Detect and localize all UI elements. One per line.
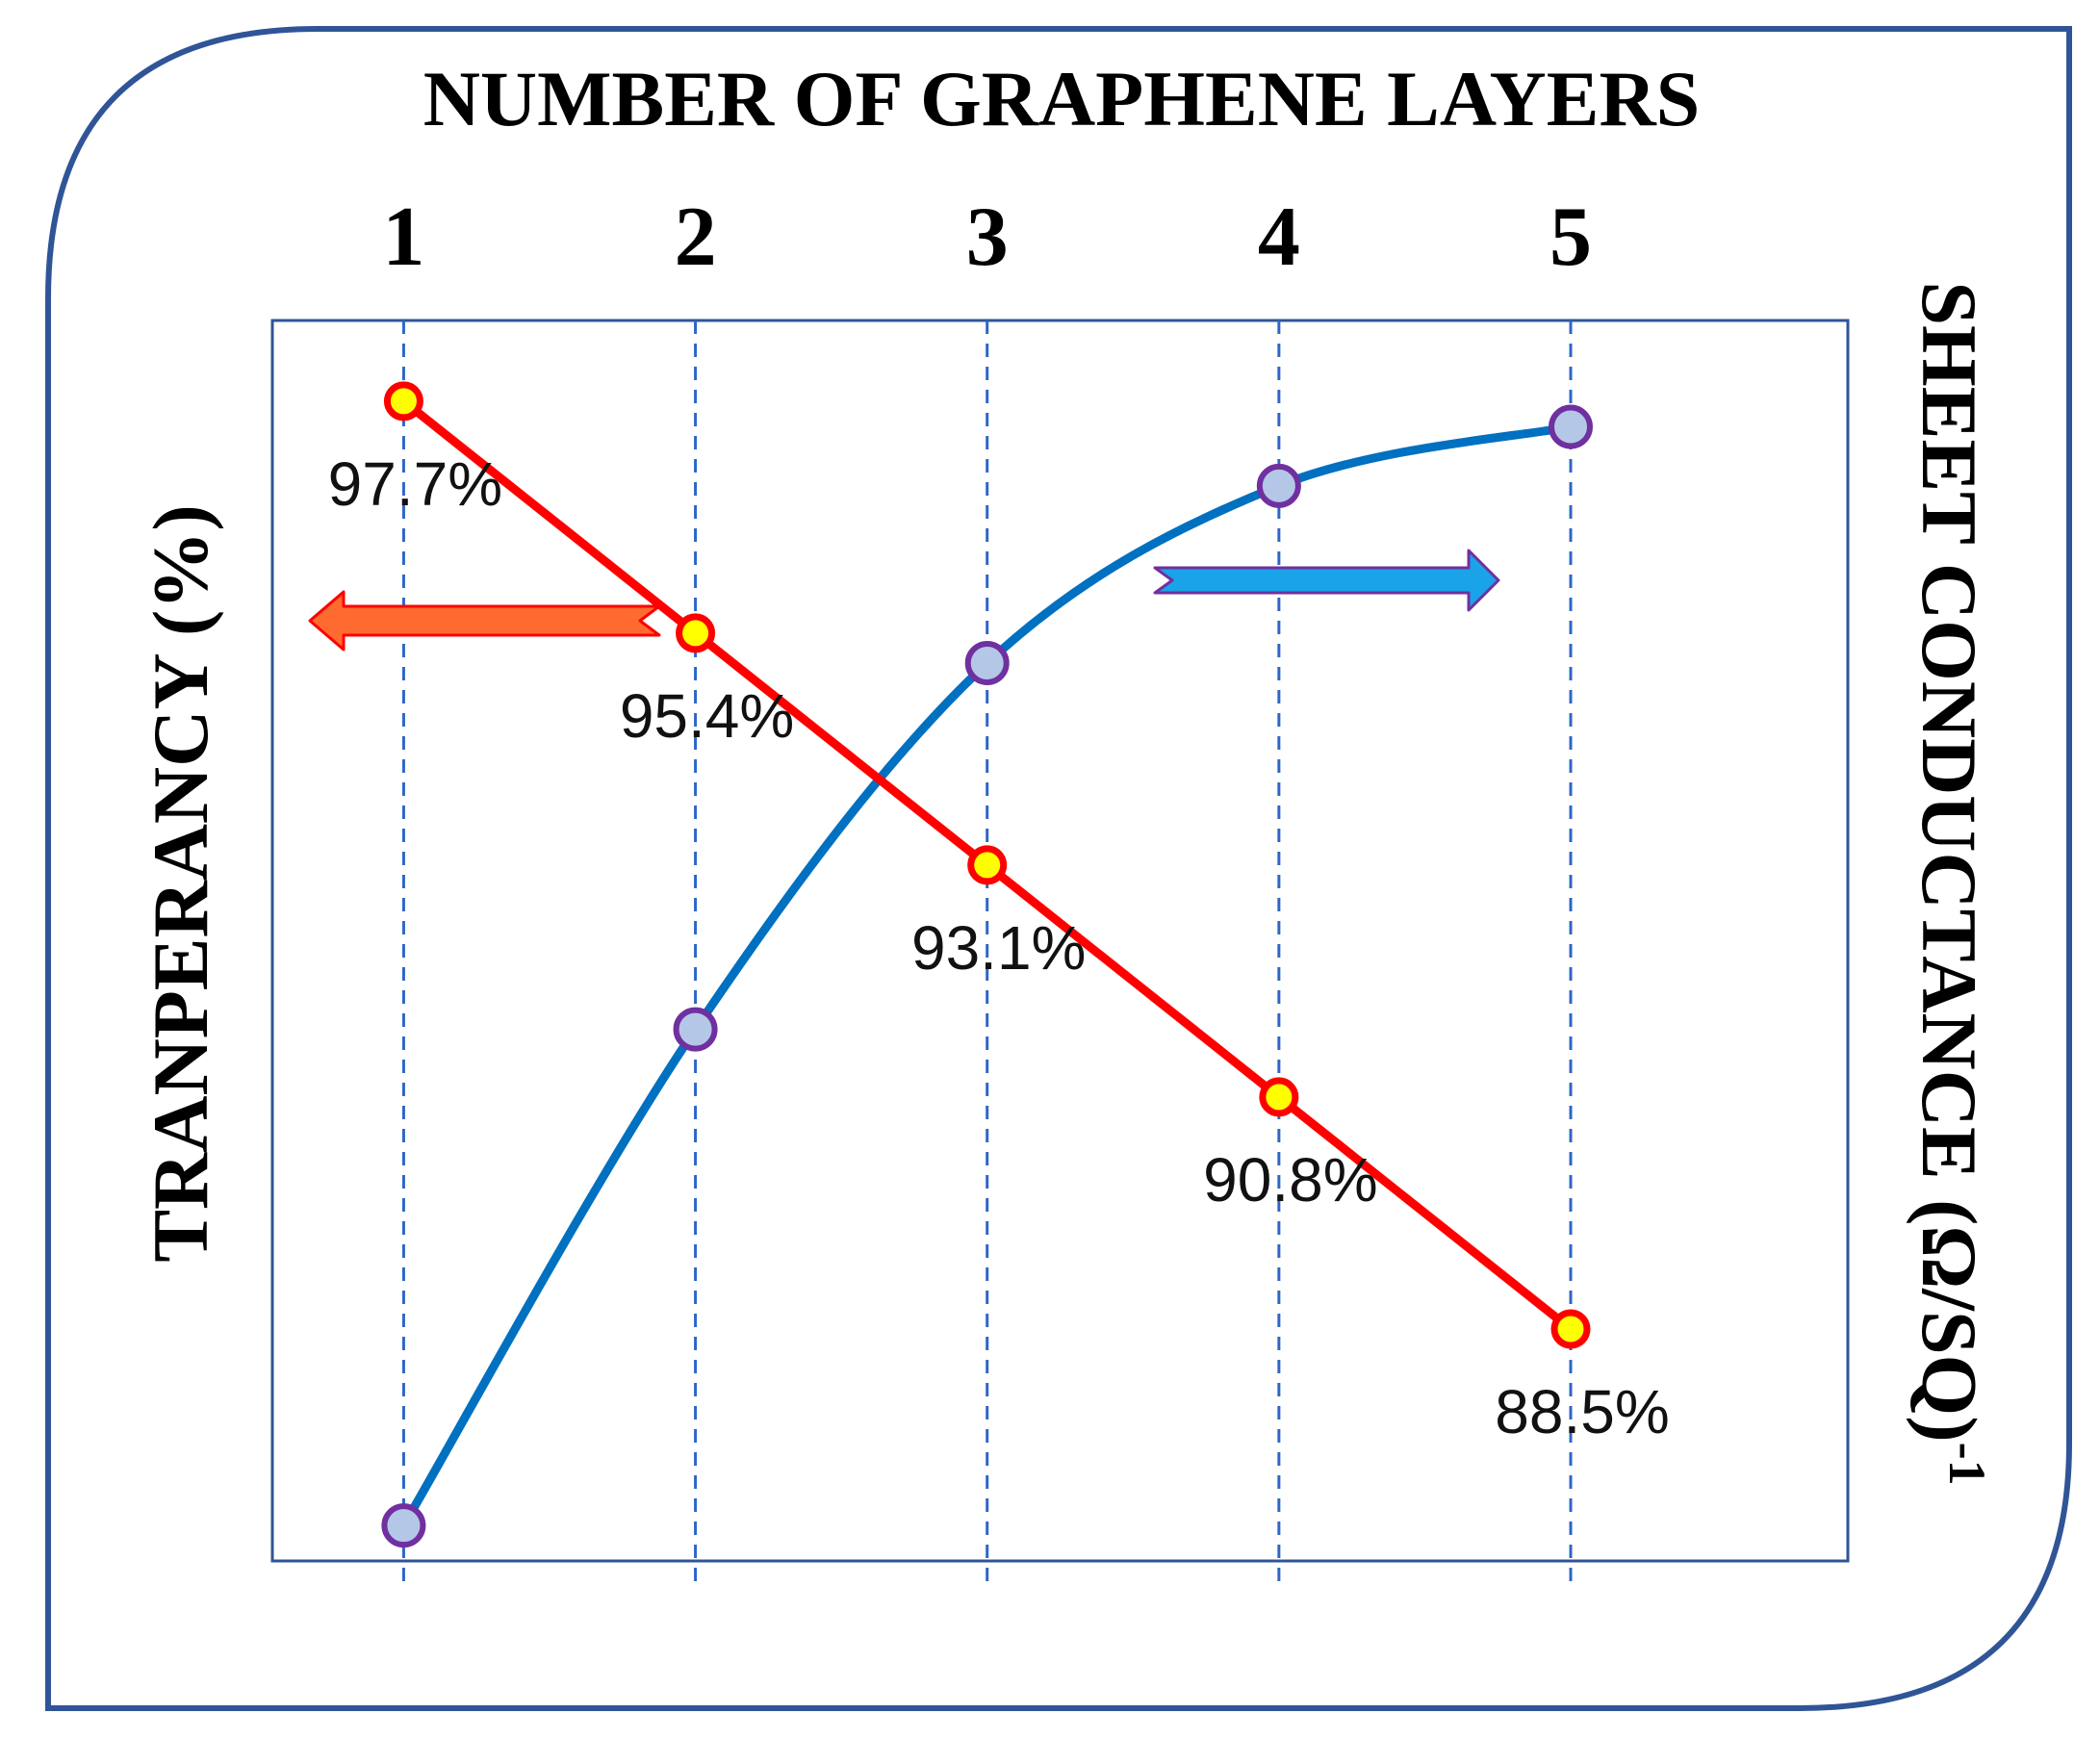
transparency-label-4: 90.8% <box>1203 1145 1377 1215</box>
x-tick-label-4: 4 <box>1258 191 1300 284</box>
conductance-point-2 <box>673 1007 718 1052</box>
transparency-point-5 <box>1550 1309 1591 1349</box>
conductance-series-points <box>381 404 1594 1548</box>
transparency-label-1: 97.7% <box>328 449 502 519</box>
transparency-label-2: 95.4% <box>620 681 794 751</box>
left-arrow-shape <box>308 590 661 652</box>
right-axis-title-main: SHEET CONDUCTANCE (Ω/SQ) <box>1906 281 1993 1442</box>
conductance-point-3 <box>964 641 1010 686</box>
gridlines <box>401 320 1573 1586</box>
transparency-label-3: 93.1% <box>911 913 1086 983</box>
transparency-data-labels: 97.7% 95.4% 93.1% 90.8% 88.5% <box>328 449 1670 1446</box>
x-tick-labels: 1 2 3 4 5 <box>382 191 1592 284</box>
left-axis-arrow <box>308 590 661 652</box>
conductance-point-1 <box>381 1503 426 1548</box>
right-axis-arrow <box>1153 549 1500 612</box>
conductance-point-5 <box>1549 404 1594 449</box>
plot-area-border <box>270 319 1850 1563</box>
right-arrow-shape <box>1153 549 1500 612</box>
rounded-frame <box>45 26 2072 1711</box>
right-axis-title-superscript: -1 <box>1938 1443 1996 1486</box>
transparency-label-5: 88.5% <box>1495 1377 1669 1446</box>
conductance-point-4 <box>1256 463 1301 508</box>
right-axis-title: SHEET CONDUCTANCE (Ω/SQ)-1 <box>1906 281 1996 1485</box>
x-tick-label-3: 3 <box>966 191 1009 284</box>
x-tick-label-2: 2 <box>675 191 717 284</box>
left-axis-title: TRANPERANCY (%) <box>137 504 224 1262</box>
transparency-point-4 <box>1259 1077 1299 1117</box>
transparency-point-2 <box>676 613 716 653</box>
x-tick-label-1: 1 <box>382 191 424 284</box>
transparency-series-points <box>383 381 1591 1349</box>
conductance-series-line <box>398 422 1575 1530</box>
x-tick-label-5: 5 <box>1549 191 1592 284</box>
transparency-point-1 <box>383 381 423 422</box>
transparency-point-3 <box>967 845 1008 885</box>
x-axis-title: NUMBER OF GRAPHENE LAYERS <box>423 55 1701 142</box>
